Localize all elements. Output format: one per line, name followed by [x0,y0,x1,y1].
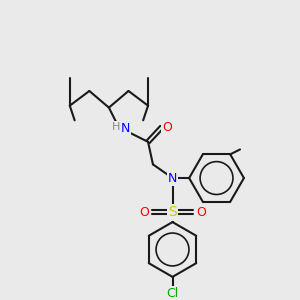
Text: N: N [168,172,177,184]
Text: Cl: Cl [167,287,178,300]
Text: S: S [168,205,177,219]
Text: O: O [163,121,172,134]
Text: O: O [139,206,149,219]
Text: H: H [112,122,120,132]
Text: O: O [196,206,206,219]
Text: N: N [121,122,130,135]
